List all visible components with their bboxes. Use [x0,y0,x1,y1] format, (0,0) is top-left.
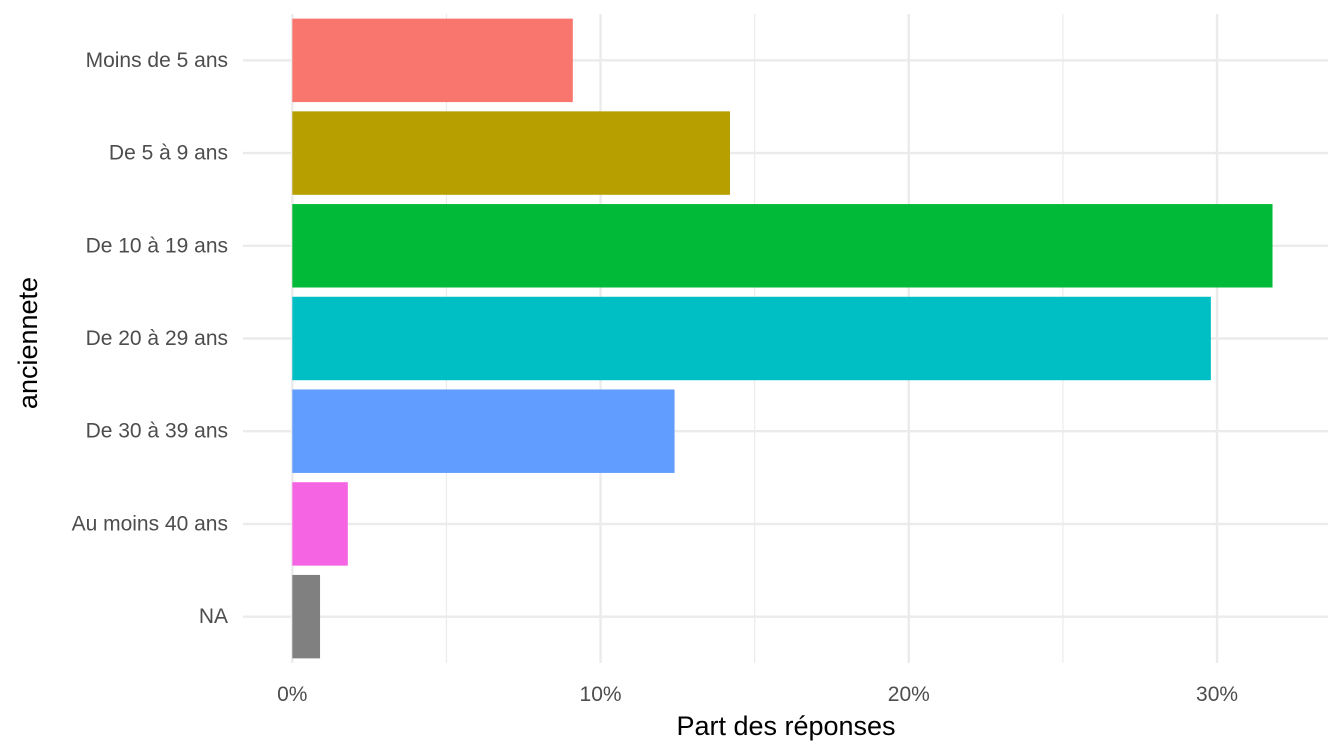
x-tick-labels: 0% 10% 20% 30% [277,683,1238,706]
x-tick-label: 10% [580,683,622,706]
bar [292,482,348,566]
y-tick-label: De 30 à 39 ans [86,420,228,443]
bar [292,574,321,659]
x-tick-label: 0% [277,683,307,706]
bar [292,111,731,195]
bar [292,389,675,473]
bars [292,18,1273,659]
y-tick-label: NA [199,605,228,628]
x-tick-label: 30% [1196,683,1238,706]
y-tick-label: De 5 à 9 ans [109,142,228,165]
bar [292,204,1273,288]
x-axis-title: Part des réponses [676,711,895,741]
bar [292,18,573,103]
y-tick-label: Moins de 5 ans [86,49,228,72]
y-tick-label: De 10 à 19 ans [86,234,228,257]
bar [292,296,1211,381]
y-axis-title: anciennete [13,277,43,409]
y-tick-labels: Moins de 5 ans De 5 à 9 ans De 10 à 19 ans… [72,49,228,628]
y-tick-label: Au moins 40 ans [72,512,228,535]
y-tick-label: De 20 à 29 ans [86,327,228,350]
x-tick-label: 20% [888,683,930,706]
